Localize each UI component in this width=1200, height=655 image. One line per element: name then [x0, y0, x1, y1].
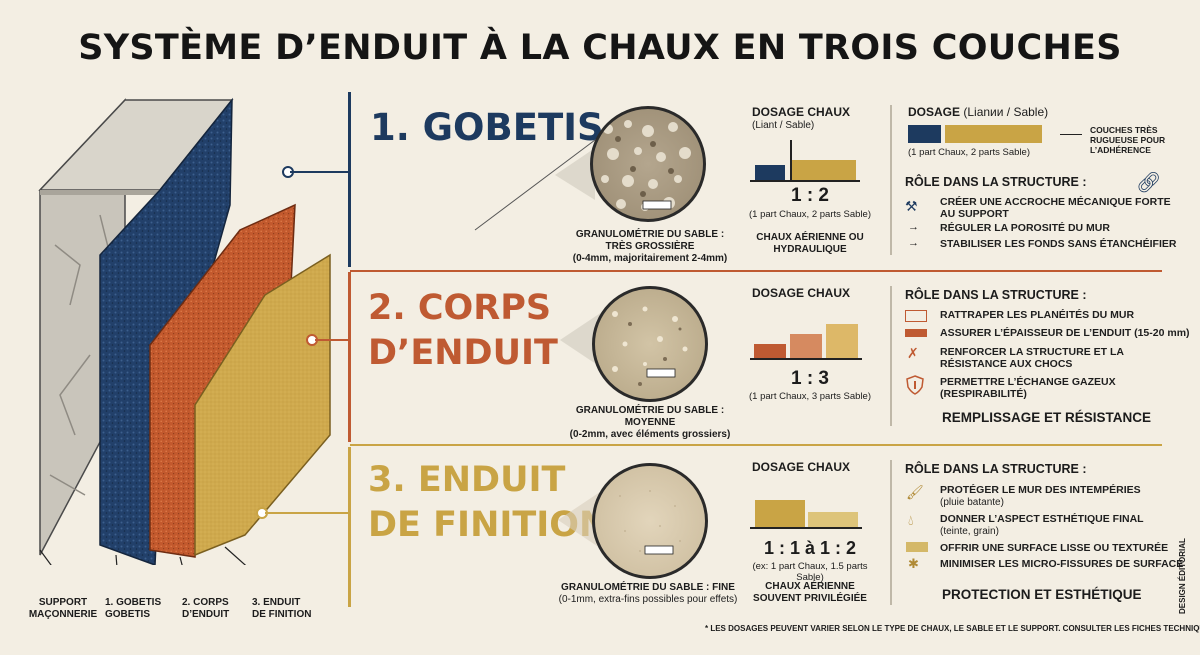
label-enduit-finition: 3. ENDUIT DE FINITION: [252, 597, 312, 620]
finition-granulo: GRANULOMÉTRIE DU SABLE : FINE (0-1mm, ex…: [558, 582, 738, 605]
gobetis-ratio: 1 : 2: [790, 185, 830, 206]
corps-summary: REMPLISSAGE ET RÉSISTANCE: [942, 410, 1152, 425]
finition-title: 3. ENDUIT DE FINITION: [368, 460, 609, 545]
gobetis-role-title: RÔLE DANS LA STRUCTURE :: [905, 175, 1087, 189]
page-title: SYSTÈME D’ENDUIT À LA CHAUX EN TROIS COU…: [78, 28, 1122, 68]
corps-role-title: RÔLE DANS LA STRUCTURE :: [905, 288, 1087, 302]
gobetis-dosage2-note: COUCHES TRÈS RUGUEUSE POUR L’ADHÉRENCE: [1090, 125, 1166, 155]
connector-corps: [315, 339, 350, 341]
finition-dosage-title: DOSAGE CHAUX: [752, 460, 851, 474]
corps-ratio-bar-1: [754, 344, 786, 358]
level-icon: [905, 310, 927, 322]
corps-role-4: PERMETTRE L’ÉCHANGE GAZEUX (RESPIRABILIT…: [940, 376, 1116, 400]
finition-ratio-bar-2: [808, 512, 858, 527]
corps-role-3: RENFORCER LA STRUCTURE ET LA RÉSISTANCE …: [940, 346, 1124, 370]
connector-gobetis: [290, 171, 350, 173]
finition-summary: PROTECTION ET ESTHÉTIQUE: [942, 587, 1142, 602]
finition-bar: [348, 447, 351, 607]
finition-ratio: 1 : 1 à 1 : 2: [763, 538, 857, 558]
gobetis-dosage2: DOSAGE (Lianᴎᴎ / Sable): [908, 105, 1049, 119]
arrow-icon: →: [908, 221, 919, 233]
gobetis-dosage-sub: (Liant / Sable): [752, 120, 815, 131]
finition-role-3: OFFRIR UNE SURFACE LISSE OU TEXTURÉE: [940, 542, 1169, 554]
trowel-icon: ⚒: [905, 198, 918, 214]
finition-role-4: MINIMISER LES MICRO-FISSURES DE SURFACE: [940, 558, 1184, 570]
gobetis-ratio-sable-bar: [790, 160, 856, 180]
crack-icon: ✱: [908, 556, 919, 571]
chain-link-icon: 🔗︎: [1136, 172, 1162, 194]
corps-dosage-title: DOSAGE CHAUX: [752, 286, 851, 300]
finition-ratio-detail: (ex: 1 part Chaux, 1.5 parts Sable): [752, 561, 868, 583]
label-support-maconnerie: SUPPORT MAÇONNERIE: [28, 597, 98, 620]
wall-cross-section-illustration: [38, 97, 331, 565]
arrow-icon: →: [908, 237, 919, 249]
finition-magnifier-cone: [558, 490, 603, 550]
finition-role-1: PROTÉGER LE MUR DES INTEMPÉRIES (pluie ba…: [940, 484, 1141, 508]
shield-icon: [906, 375, 924, 395]
corps-ratio-detail: (1 part Chaux, 3 parts Sable): [749, 391, 871, 402]
corps-granulo: GRANULOMÉTRIE DU SABLE : MOYENNE (0-2mm,…: [569, 405, 731, 440]
connector-finition: [265, 512, 350, 514]
finition-role-title: RÔLE DANS LA STRUCTURE :: [905, 462, 1087, 476]
corps-role-1: RATTRAPER LES PLANÉITÉS DU MUR: [940, 309, 1135, 321]
gobetis-dosage2-sable-bar: [945, 125, 1042, 143]
gobetis-ratio-detail: (1 part Chaux, 2 parts Sable): [749, 209, 871, 220]
surface-swatch-icon: [906, 542, 928, 552]
fine-sand-texture: [619, 490, 681, 555]
medium-sand-texture: [612, 306, 688, 386]
gobetis-role-2: RÉGULER LA POROSITÉ DU MUR: [940, 222, 1110, 234]
finition-ratio-bar-1: [755, 500, 805, 527]
corps-ratio-bar-3: [826, 324, 858, 358]
corps-bar: [348, 272, 351, 442]
tools-icon: ✗: [907, 345, 919, 361]
gobetis-title: 1. GOBETIS: [370, 106, 604, 149]
finition-chaux-type: CHAUX AÉRIENNE SOUVENT PRIVILÉGIÉE: [753, 581, 867, 604]
gobetis-sand-sample: [590, 106, 706, 222]
finition-role-2: DONNER L’ASPECT ESTHÉTIQUE FINAL (teinte,…: [940, 513, 1144, 537]
corps-sand-sample: [592, 286, 708, 402]
gobetis-dosage-title: DOSAGE CHAUX: [752, 105, 851, 119]
gobetis-magnifier-lines: [474, 139, 596, 231]
note-arrow: [1060, 134, 1082, 135]
gobetis-role-3: STABILISER LES FONDS SANS ÉTANCHÉIFIER: [940, 238, 1177, 250]
brush-icon: 🖌︎: [906, 484, 924, 500]
gobetis-chaux-type: CHAUX AÉRIENNE OU HYDRAULIQUE: [756, 232, 864, 255]
corps-ratio: 1 : 3: [790, 368, 830, 389]
gobetis-role-1: CRÉER UNE ACCROCHE MÉCANIQUE FORTE AU SU…: [940, 196, 1171, 220]
layer-thickness-icon: [905, 329, 927, 337]
label-gobetis: 1. GOBETIS GOBETIS: [105, 597, 162, 620]
label-corps-enduit: 2. CORPS D’ENDUIT: [182, 597, 230, 620]
gobetis-granulo: GRANULOMÉTRIE DU SABLE : TRÈS GROSSIÈRE …: [572, 229, 728, 264]
corps-role-2: ASSURER L’ÉPAISSEUR DE L’ENDUIT (15-20 m…: [940, 327, 1190, 339]
corps-title: 2. CORPS D’ENDUIT: [368, 288, 558, 373]
separator-1: [350, 270, 1162, 272]
enduit-finition-layer: [194, 253, 331, 557]
footnote: * LES DOSAGES PEUVENT VARIER SELON LE TY…: [705, 624, 1200, 633]
gobetis-dosage2-detail: (1 part Chaux, 2 parts Sable): [908, 147, 1030, 158]
separator-2: [350, 444, 1162, 446]
finition-sand-sample: [592, 463, 708, 579]
coarse-sand-texture: [601, 120, 691, 211]
corps-ratio-bar-2: [790, 334, 822, 358]
droplet-icon: 💧︎: [908, 512, 914, 528]
gobetis-dosage2-chaux-bar: [908, 125, 941, 143]
side-credit: DESIGN ÉDITORIAL: [1178, 538, 1187, 614]
gobetis-bar: [348, 92, 351, 267]
gobetis-ratio-chaux-bar: [755, 165, 785, 180]
